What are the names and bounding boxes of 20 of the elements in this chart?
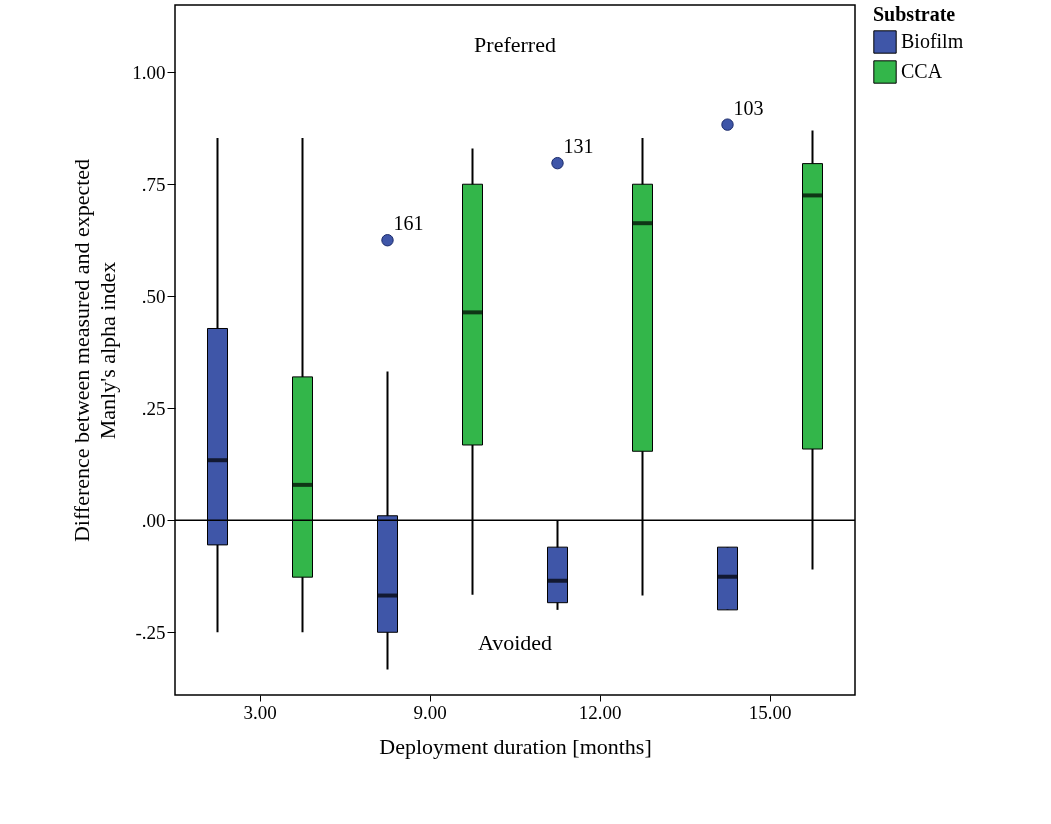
legend-title: Substrate: [873, 3, 956, 25]
annotation: Avoided: [477, 630, 553, 655]
x-tick-label: 3.00: [243, 701, 277, 723]
y-tick-label: .50: [141, 285, 166, 307]
legend-label: CCA: [901, 60, 943, 82]
y-axis-title: Difference between measured and expected Manly's alpha index: [69, 158, 121, 543]
y-tick-label: .00: [141, 509, 166, 531]
annotation: 103: [733, 96, 764, 119]
annotation: 161: [393, 212, 424, 235]
x-tick-label: 9.00: [413, 701, 447, 723]
annotation: Preferred: [474, 32, 556, 57]
x-axis-title: Deployment duration [months]: [379, 733, 652, 759]
y-tick-label: .75: [141, 173, 166, 195]
legend-label: Biofilm: [901, 30, 964, 52]
y-tick-label: -.25: [135, 621, 166, 643]
x-tick-label: 15.00: [748, 701, 792, 723]
x-tick-label: 12.00: [578, 701, 622, 723]
annotation: 131: [563, 135, 594, 158]
y-tick-label: 1.00: [132, 61, 166, 83]
y-tick-label: .25: [141, 397, 166, 419]
